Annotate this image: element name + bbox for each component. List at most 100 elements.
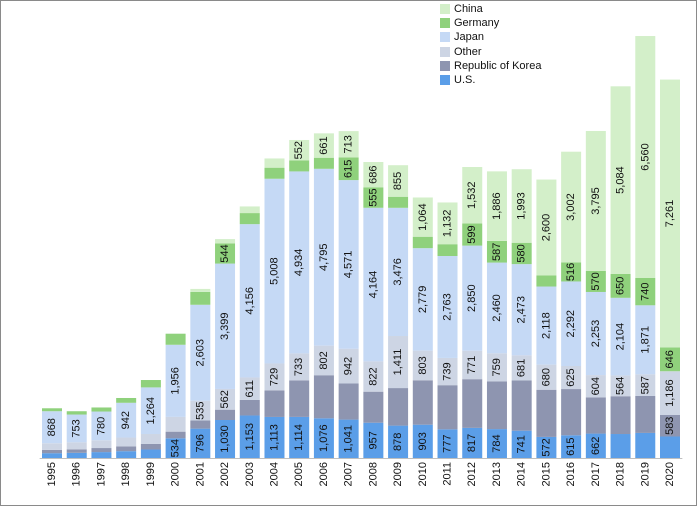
bar-other-1998 bbox=[116, 437, 137, 447]
bar-u-s-2010 bbox=[412, 424, 433, 458]
bar-germany-2006 bbox=[313, 157, 334, 169]
bar-republic-of-korea-2015 bbox=[536, 389, 557, 437]
data-label-germany-2013: 587 bbox=[491, 243, 503, 261]
x-tick-label-2011: 2011 bbox=[442, 462, 454, 486]
x-tick-label-2012: 2012 bbox=[466, 462, 478, 486]
bar-japan-2015 bbox=[536, 286, 557, 365]
bar-germany-2010 bbox=[412, 236, 433, 249]
data-label-china-2020: 7,261 bbox=[664, 200, 676, 228]
data-label-japan-1995: 868 bbox=[46, 418, 58, 436]
legend-item-germany: Germany bbox=[440, 16, 541, 30]
bar-u-s-2005 bbox=[289, 416, 310, 458]
bar-germany-2001 bbox=[190, 291, 211, 305]
data-label-u-s-2010: 903 bbox=[417, 432, 429, 450]
data-label-china-2012: 1,532 bbox=[466, 182, 478, 210]
bar-japan-2000 bbox=[165, 344, 186, 417]
bar-u-s-1998 bbox=[116, 451, 137, 458]
bar-republic-of-korea-1997 bbox=[91, 448, 112, 453]
data-label-u-s-2013: 784 bbox=[491, 434, 503, 452]
bar-japan-2010 bbox=[412, 248, 433, 351]
data-label-japan-1999: 1,264 bbox=[145, 397, 157, 425]
data-label-china-2013: 1,886 bbox=[491, 192, 503, 220]
data-label-other-2015: 680 bbox=[540, 368, 552, 386]
bar-u-s-1999 bbox=[140, 449, 161, 458]
bar-other-2008 bbox=[363, 361, 384, 392]
bar-other-2019 bbox=[635, 374, 656, 396]
bar-japan-2019 bbox=[635, 305, 656, 375]
bar-other-1997 bbox=[91, 440, 112, 449]
legend-label: Republic of Korea bbox=[454, 59, 542, 72]
data-label-other-2006: 802 bbox=[318, 351, 330, 369]
bar-u-s-1995 bbox=[42, 453, 62, 458]
bar-japan-1997 bbox=[91, 411, 112, 441]
data-label-china-2018: 5,084 bbox=[615, 166, 627, 194]
data-label-china-2009: 855 bbox=[392, 172, 404, 190]
data-label-other-2004: 729 bbox=[268, 368, 280, 386]
data-label-japan-2008: 4,164 bbox=[367, 271, 379, 299]
legend-swatch bbox=[440, 18, 450, 29]
data-label-germany-2002: 544 bbox=[219, 244, 231, 262]
bar-other-2003 bbox=[239, 377, 260, 400]
x-tick-label-2019: 2019 bbox=[639, 462, 651, 486]
x-tick-label-2014: 2014 bbox=[516, 462, 528, 486]
bar-republic-of-korea-1999 bbox=[140, 443, 161, 450]
bar-u-s-2004 bbox=[264, 416, 285, 458]
data-label-other-2018: 564 bbox=[615, 377, 627, 395]
bar-u-s-2018 bbox=[610, 434, 631, 458]
x-tick-label-2004: 2004 bbox=[268, 462, 280, 486]
bar-u-s-2012 bbox=[462, 427, 483, 458]
x-tick-label-2008: 2008 bbox=[367, 462, 379, 486]
bar-germany-2012 bbox=[462, 223, 483, 246]
bar-china-2008 bbox=[363, 162, 384, 188]
legend-swatch bbox=[440, 75, 450, 86]
bar-japan-2003 bbox=[239, 224, 260, 378]
bar-u-s-2009 bbox=[388, 425, 409, 458]
x-tick-label-2020: 2020 bbox=[664, 462, 676, 486]
bar-u-s-2002 bbox=[215, 420, 236, 458]
bar-republic-of-korea-2018 bbox=[610, 396, 631, 435]
bar-republic-of-korea-2009 bbox=[388, 388, 409, 426]
data-label-japan-1996: 753 bbox=[71, 419, 83, 437]
bar-republic-of-korea-2019 bbox=[635, 395, 656, 433]
legend-label: Germany bbox=[454, 17, 500, 30]
bar-japan-2013 bbox=[486, 262, 507, 354]
bar-u-s-1997 bbox=[91, 452, 112, 458]
bar-other-2004 bbox=[264, 363, 285, 391]
data-label-u-s-2005: 1,114 bbox=[293, 424, 305, 451]
x-tick-label-1998: 1998 bbox=[120, 462, 132, 486]
data-label-germany-2020: 646 bbox=[664, 350, 676, 368]
legend-item-republic-of-korea: Republic of Korea bbox=[440, 59, 541, 73]
bar-germany-2020 bbox=[660, 347, 680, 372]
data-label-germany-2012: 599 bbox=[466, 225, 478, 243]
data-label-germany-2007: 615 bbox=[343, 160, 355, 178]
bar-germany-2018 bbox=[610, 273, 631, 298]
data-label-germany-2017: 570 bbox=[590, 272, 602, 290]
data-label-other-2017: 604 bbox=[590, 377, 602, 395]
data-label-china-2005: 552 bbox=[293, 141, 305, 159]
x-tick-label-2007: 2007 bbox=[343, 462, 355, 486]
data-label-china-2011: 1,132 bbox=[442, 210, 454, 238]
data-label-china-2015: 2,600 bbox=[540, 214, 552, 242]
bar-germany-2000 bbox=[165, 333, 186, 345]
legend-label: Other bbox=[454, 45, 482, 58]
bar-u-s-2003 bbox=[239, 415, 260, 458]
bar-germany-1996 bbox=[66, 411, 87, 415]
x-tick-label-1997: 1997 bbox=[95, 462, 107, 486]
data-label-japan-2017: 2,253 bbox=[590, 320, 602, 348]
bar-republic-of-korea-2005 bbox=[289, 380, 310, 417]
bar-republic-of-korea-2007 bbox=[338, 383, 359, 420]
bar-other-2007 bbox=[338, 348, 359, 384]
legend: China Germany Japan Other Republic of Korea U… bbox=[440, 2, 541, 87]
bar-other-2017 bbox=[585, 375, 606, 398]
bar-china-2001 bbox=[190, 288, 211, 292]
bar-other-2011 bbox=[437, 357, 458, 386]
x-tick-label-2013: 2013 bbox=[491, 462, 503, 486]
bar-germany-1997 bbox=[91, 407, 112, 412]
bar-germany-2008 bbox=[363, 187, 384, 208]
bar-other-2020 bbox=[660, 371, 680, 415]
legend-item-japan: Japan bbox=[440, 30, 541, 44]
bar-other-2005 bbox=[289, 353, 310, 381]
data-label-japan-2015: 2,118 bbox=[540, 312, 552, 339]
bar-u-s-2000 bbox=[165, 438, 186, 458]
data-label-other-2011: 739 bbox=[442, 362, 454, 380]
